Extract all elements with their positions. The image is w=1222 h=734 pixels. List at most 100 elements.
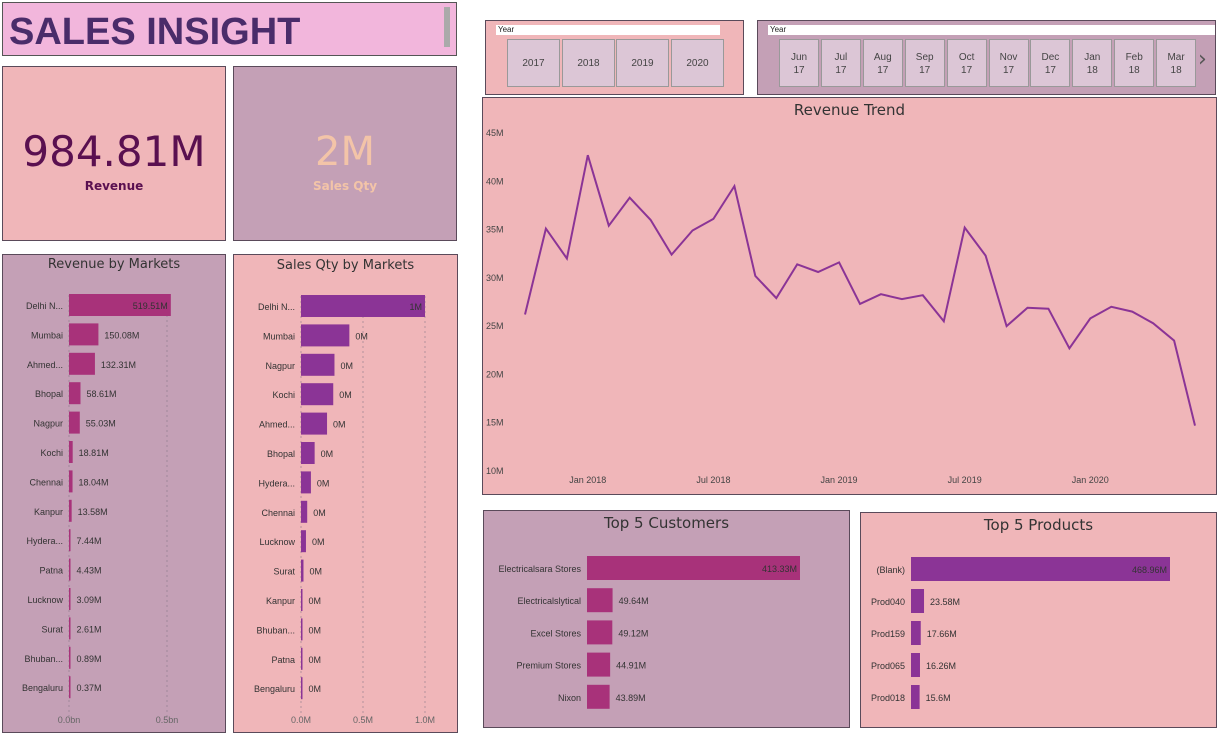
- data-label: 0M: [333, 420, 346, 430]
- month-button-feb-18[interactable]: Feb 18: [1114, 39, 1155, 87]
- category-label: Bengaluru: [254, 684, 295, 694]
- bar: [69, 617, 71, 640]
- data-point: [921, 293, 925, 297]
- bar: [911, 621, 921, 645]
- bar: [69, 558, 71, 581]
- x-tick-label: 0.5M: [353, 715, 373, 725]
- revenue-card[interactable]: 984.81M Revenue: [2, 66, 226, 241]
- month-button-year: 17: [919, 65, 931, 76]
- data-point: [879, 292, 883, 296]
- bar: [69, 646, 71, 669]
- bar: [69, 352, 95, 375]
- year-button-2018[interactable]: 2018: [562, 39, 615, 87]
- y-tick-label: 20M: [486, 369, 504, 379]
- data-point: [795, 262, 799, 266]
- sales-qty-card[interactable]: 2M Sales Qty: [233, 66, 457, 241]
- data-label: 0M: [309, 596, 322, 606]
- data-label: 413.33M: [762, 564, 797, 574]
- year-button-2017[interactable]: 2017: [507, 39, 560, 87]
- month-button-nov-17[interactable]: Nov 17: [988, 39, 1029, 87]
- x-tick-label: Jan 2019: [821, 475, 858, 485]
- next-arrow-icon[interactable]: ›: [1198, 47, 1207, 72]
- month-button-jan-18[interactable]: Jan 18: [1072, 39, 1113, 87]
- data-label: 0M: [309, 684, 322, 694]
- month-button-dec-17[interactable]: Dec 17: [1030, 39, 1071, 87]
- data-point: [942, 319, 946, 323]
- data-label: 3.09M: [77, 595, 102, 605]
- data-point: [565, 257, 569, 261]
- data-label: 0M: [339, 390, 352, 400]
- revenue-trend-panel: Revenue Trend 10M 15M 20M 25M 30M 35M 40M 45M Ja…: [482, 97, 1217, 495]
- year-button-2020[interactable]: 2020: [671, 39, 724, 87]
- data-label: 58.61M: [86, 389, 116, 399]
- scrollbar[interactable]: [444, 7, 450, 47]
- bar: [301, 295, 425, 317]
- data-point: [523, 313, 527, 317]
- revenue-trend-chart[interactable]: 10M 15M 20M 25M 30M 35M 40M 45M Jan 2018 Jul 2018…: [483, 98, 1218, 496]
- sales-qty-value: 2M: [315, 129, 375, 175]
- category-label: Kanpur: [34, 507, 63, 517]
- y-tick-label: 10M: [486, 466, 504, 476]
- category-label: Bhuban...: [256, 625, 295, 635]
- bar: [301, 442, 315, 464]
- x-tick-label: Jan 2018: [569, 475, 606, 485]
- data-label: 0M: [355, 331, 368, 341]
- data-label: 0M: [309, 655, 322, 665]
- month-button-month: Oct: [958, 52, 975, 63]
- sales-qty-by-markets-panel: Sales Qty by Markets Delhi N... 1M Mumbai 0…: [233, 254, 458, 733]
- data-label: 43.89M: [616, 693, 646, 703]
- bar: [911, 589, 925, 613]
- bar: [69, 441, 73, 463]
- x-tick-label: Jul 2018: [696, 475, 730, 485]
- month-button-aug-17[interactable]: Aug 17: [862, 39, 903, 87]
- bar: [301, 589, 303, 611]
- category-label: Ahmed...: [259, 420, 295, 430]
- month-button-month: Mar: [1167, 52, 1185, 63]
- data-label: 13.58M: [78, 507, 108, 517]
- bar: [69, 499, 72, 522]
- x-tick-label: 0.5bn: [156, 715, 179, 725]
- year-button-2019[interactable]: 2019: [616, 39, 669, 87]
- data-point: [753, 274, 757, 278]
- month-button-month: Sep: [915, 52, 934, 63]
- data-label: 16.26M: [926, 661, 956, 671]
- top5-customers-panel: Top 5 Customers Electricalsara Stores 413…: [483, 510, 850, 728]
- category-label: Delhi N...: [26, 301, 63, 311]
- month-button-jun-17[interactable]: Jun 17: [779, 39, 819, 87]
- data-label: 1M: [409, 302, 422, 312]
- category-label: Hydera...: [26, 536, 63, 546]
- month-button-year: 17: [961, 65, 973, 76]
- month-button-jul-17[interactable]: Jul 17: [820, 39, 861, 87]
- x-tick-label: Jul 2019: [948, 475, 982, 485]
- month-button-year: 18: [1128, 65, 1140, 76]
- month-button-year: 17: [835, 65, 847, 76]
- month-button-month: Feb: [1125, 52, 1143, 63]
- bar: [69, 294, 171, 316]
- top5-products-title: Top 5 Products: [983, 516, 1094, 534]
- x-tick-label: Jan 2020: [1072, 475, 1109, 485]
- revenue-by-markets-chart[interactable]: Delhi N... 519.51M Mumbai 150.08M Ahmed... 13…: [3, 255, 227, 734]
- revenue-by-markets-title: Revenue by Markets: [47, 257, 181, 272]
- data-point: [711, 217, 715, 221]
- sales-qty-by-markets-chart[interactable]: Delhi N... 1M Mumbai 0M Nagpur 0M Kochi 0M Ahmed…: [234, 255, 459, 734]
- category-label: Lucknow: [259, 537, 295, 547]
- data-label: 55.03M: [86, 419, 116, 429]
- category-label: Bengaluru: [22, 683, 63, 693]
- month-button-year: 18: [1086, 65, 1098, 76]
- month-button-mar-18[interactable]: Mar 18: [1156, 39, 1197, 87]
- revenue-line: [524, 154, 1196, 426]
- top5-customers-chart[interactable]: Electricalsara Stores 413.33M Electricalsl…: [484, 511, 851, 729]
- top5-products-chart[interactable]: (Blank) 468.96M Prod040 23.58M Prod159 17.66M…: [861, 513, 1218, 729]
- y-tick-label: 35M: [486, 225, 504, 235]
- data-point: [1130, 310, 1134, 314]
- bar: [587, 652, 611, 677]
- data-point: [1109, 305, 1113, 309]
- data-point: [1067, 346, 1071, 350]
- data-label: 0.89M: [77, 654, 102, 664]
- bar: [69, 588, 71, 610]
- month-button-sep-17[interactable]: Sep 17: [904, 39, 945, 87]
- data-point: [732, 184, 736, 188]
- bar: [301, 647, 303, 670]
- month-button-oct-17[interactable]: Oct 17: [946, 39, 987, 87]
- category-label: Mumbai: [263, 331, 295, 341]
